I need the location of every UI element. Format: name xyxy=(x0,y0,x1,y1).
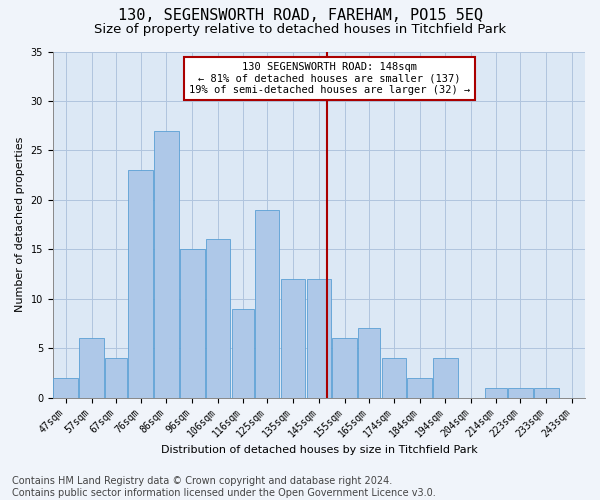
Bar xyxy=(128,170,153,398)
Bar xyxy=(485,388,507,398)
Bar xyxy=(307,279,331,398)
Bar xyxy=(206,240,230,398)
Text: Size of property relative to detached houses in Titchfield Park: Size of property relative to detached ho… xyxy=(94,22,506,36)
Bar xyxy=(358,328,380,398)
Bar xyxy=(105,358,127,398)
Text: 130 SEGENSWORTH ROAD: 148sqm
← 81% of detached houses are smaller (137)
19% of s: 130 SEGENSWORTH ROAD: 148sqm ← 81% of de… xyxy=(189,62,470,95)
Bar xyxy=(53,378,78,398)
Bar xyxy=(232,308,254,398)
X-axis label: Distribution of detached houses by size in Titchfield Park: Distribution of detached houses by size … xyxy=(161,445,477,455)
Text: Contains HM Land Registry data © Crown copyright and database right 2024.
Contai: Contains HM Land Registry data © Crown c… xyxy=(12,476,436,498)
Bar xyxy=(508,388,533,398)
Bar xyxy=(255,210,280,398)
Bar xyxy=(180,250,205,398)
Text: 130, SEGENSWORTH ROAD, FAREHAM, PO15 5EQ: 130, SEGENSWORTH ROAD, FAREHAM, PO15 5EQ xyxy=(118,8,482,22)
Y-axis label: Number of detached properties: Number of detached properties xyxy=(15,137,25,312)
Bar xyxy=(433,358,458,398)
Bar xyxy=(79,338,104,398)
Bar xyxy=(407,378,432,398)
Bar xyxy=(154,130,179,398)
Bar xyxy=(332,338,357,398)
Bar xyxy=(534,388,559,398)
Bar xyxy=(281,279,305,398)
Bar xyxy=(382,358,406,398)
